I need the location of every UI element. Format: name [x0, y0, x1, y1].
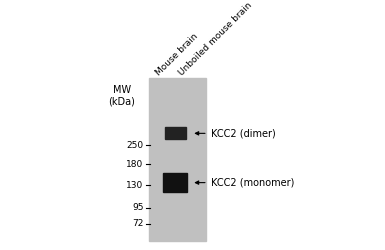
Bar	[149, 78, 206, 241]
Bar	[163, 173, 187, 192]
Text: Mouse brain: Mouse brain	[154, 32, 199, 78]
Text: KCC2 (monomer): KCC2 (monomer)	[211, 178, 294, 188]
Text: 72: 72	[132, 219, 144, 228]
Text: 250: 250	[126, 141, 144, 150]
Bar	[165, 127, 186, 140]
Text: 180: 180	[126, 160, 144, 168]
Text: MW
(kDa): MW (kDa)	[108, 85, 135, 106]
Text: Unboiled mouse brain: Unboiled mouse brain	[177, 1, 253, 78]
Text: 95: 95	[132, 203, 144, 212]
Text: 130: 130	[126, 181, 144, 190]
Text: KCC2 (dimer): KCC2 (dimer)	[211, 128, 276, 138]
